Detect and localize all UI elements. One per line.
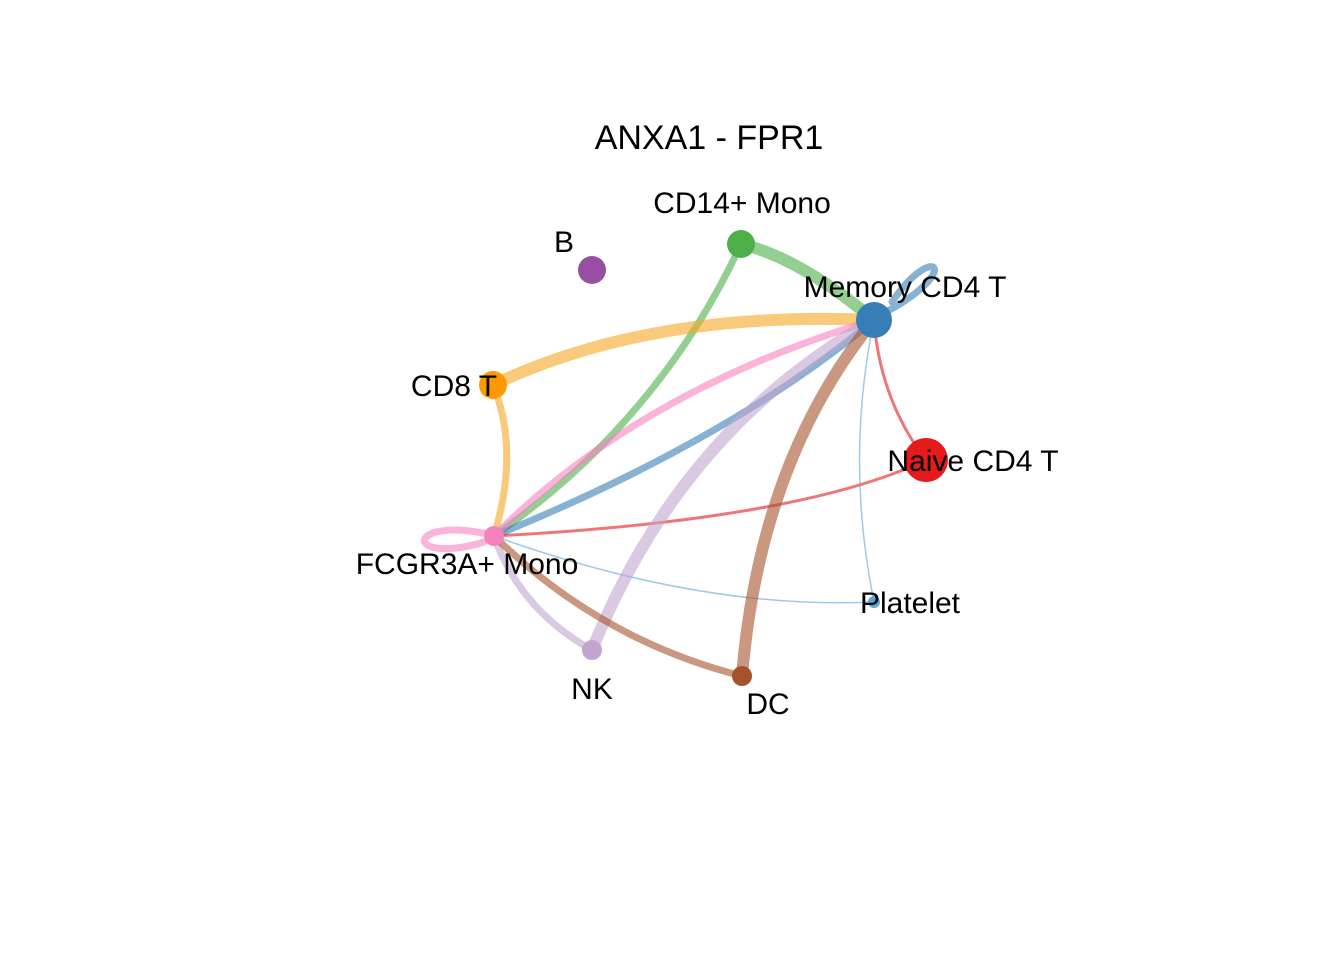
edge-fcgr3a-to-memcd4 [490, 316, 878, 540]
node-memcd4 [856, 302, 892, 338]
node-cd14 [727, 230, 755, 258]
node-label-cd8: CD8 T [411, 370, 497, 403]
node-label-memcd4: Memory CD4 T [804, 271, 1007, 304]
node-nk [582, 640, 602, 660]
edge-cd8-to-fcgr3a [489, 381, 511, 540]
edge-cd14-to-fcgr3a [490, 240, 745, 540]
node-cd8 [479, 371, 507, 399]
edge-platelet-to-fcgr3a [493, 535, 875, 604]
node-fcgr3a [484, 526, 504, 546]
labels-layer: B CD14+ Mono Memory CD4 T CD8 T Naive CD4 T F… [356, 187, 1059, 721]
node-label-naivecd4: Naive CD4 T [887, 445, 1058, 478]
node-dc [732, 666, 752, 686]
diagram-title: ANXA1 - FPR1 [595, 119, 824, 157]
edge-fcgr3a-to-fcgr3a [421, 526, 492, 553]
edges-layer [421, 238, 938, 682]
node-label-dc: DC [746, 688, 789, 721]
node-label-fcgr3a: FCGR3A+ Mono [356, 548, 579, 581]
node-label-cd14: CD14+ Mono [653, 187, 831, 220]
nodes-layer [479, 230, 948, 686]
edge-nk-to-memcd4 [586, 314, 880, 656]
edge-cd14-to-memcd4 [735, 238, 880, 326]
edge-cd8-to-memcd4 [487, 312, 880, 391]
node-platelet [868, 596, 880, 608]
node-b [578, 256, 606, 284]
edge-nk-to-fcgr3a [490, 532, 596, 654]
node-label-platelet: Platelet [860, 587, 961, 620]
edge-dc-to-memcd4 [736, 314, 880, 682]
node-naivecd4 [904, 438, 948, 482]
edge-platelet-to-memcd4 [858, 319, 875, 603]
node-label-b: B [554, 226, 574, 259]
edge-dc-to-fcgr3a [490, 532, 746, 680]
edge-memcd4-to-memcd4 [882, 263, 938, 316]
node-label-nk: NK [571, 673, 613, 706]
edge-naivecd4-to-fcgr3a [492, 458, 928, 538]
